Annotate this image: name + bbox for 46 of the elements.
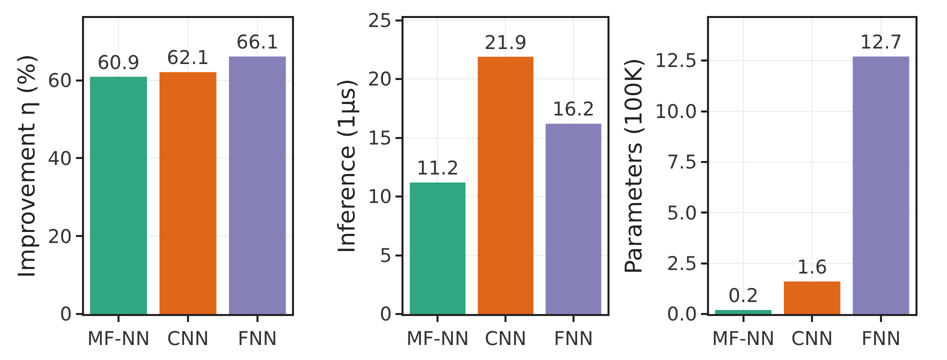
y-tick-label: 0 bbox=[60, 304, 72, 326]
data-label: 11.2 bbox=[416, 157, 459, 180]
bar bbox=[90, 76, 147, 314]
data-label: 21.9 bbox=[484, 32, 527, 54]
data-label: 66.1 bbox=[236, 32, 279, 54]
y-tick-label: 0.0 bbox=[666, 304, 698, 326]
y-tick-label: 5 bbox=[380, 244, 392, 267]
data-label: 16.2 bbox=[552, 98, 595, 121]
y-axis-title: Inference (1μs) bbox=[334, 78, 361, 254]
y-tick-label: 10 bbox=[368, 186, 392, 208]
data-label: 60.9 bbox=[97, 52, 140, 74]
y-tick-label: 0 bbox=[380, 304, 392, 326]
bar bbox=[784, 282, 840, 314]
bar bbox=[715, 310, 772, 314]
y-axis-title: Parameters (100K) bbox=[622, 58, 648, 274]
x-tick-label: CNN bbox=[167, 328, 209, 350]
y-tick-label: 10.0 bbox=[654, 100, 698, 123]
y-tick-label: 25 bbox=[368, 10, 392, 32]
x-tick-label: MF-NN bbox=[406, 328, 469, 350]
x-tick-label: CNN bbox=[484, 328, 526, 350]
bar bbox=[228, 56, 286, 314]
y-tick-label: 20 bbox=[368, 68, 392, 91]
bar bbox=[159, 72, 216, 314]
bar bbox=[478, 56, 534, 314]
y-tick-label: 15 bbox=[368, 127, 392, 150]
x-tick-label: MF-NN bbox=[712, 328, 775, 350]
y-tick-label: 60 bbox=[48, 70, 72, 92]
bar bbox=[852, 56, 910, 314]
y-tick-label: 5.0 bbox=[666, 202, 698, 224]
y-tick-label: 2.5 bbox=[666, 252, 698, 275]
bar bbox=[546, 124, 602, 314]
x-tick-label: FNN bbox=[238, 328, 278, 350]
data-label: 62.1 bbox=[166, 47, 210, 70]
x-tick-label: FNN bbox=[554, 328, 594, 350]
data-label: 1.6 bbox=[797, 256, 828, 279]
y-tick-label: 7.5 bbox=[666, 152, 698, 174]
x-tick-label: MF-NN bbox=[87, 328, 150, 350]
bar bbox=[410, 182, 466, 314]
x-tick-label: FNN bbox=[861, 328, 901, 350]
data-label: 0.2 bbox=[728, 284, 758, 307]
data-label: 12.7 bbox=[860, 32, 902, 54]
y-axis-title: Improvement η (%) bbox=[14, 54, 41, 278]
y-tick-label: 40 bbox=[48, 148, 72, 170]
x-tick-label: CNN bbox=[791, 328, 833, 350]
y-tick-label: 20 bbox=[48, 226, 72, 248]
y-tick-label: 12.5 bbox=[654, 50, 698, 72]
